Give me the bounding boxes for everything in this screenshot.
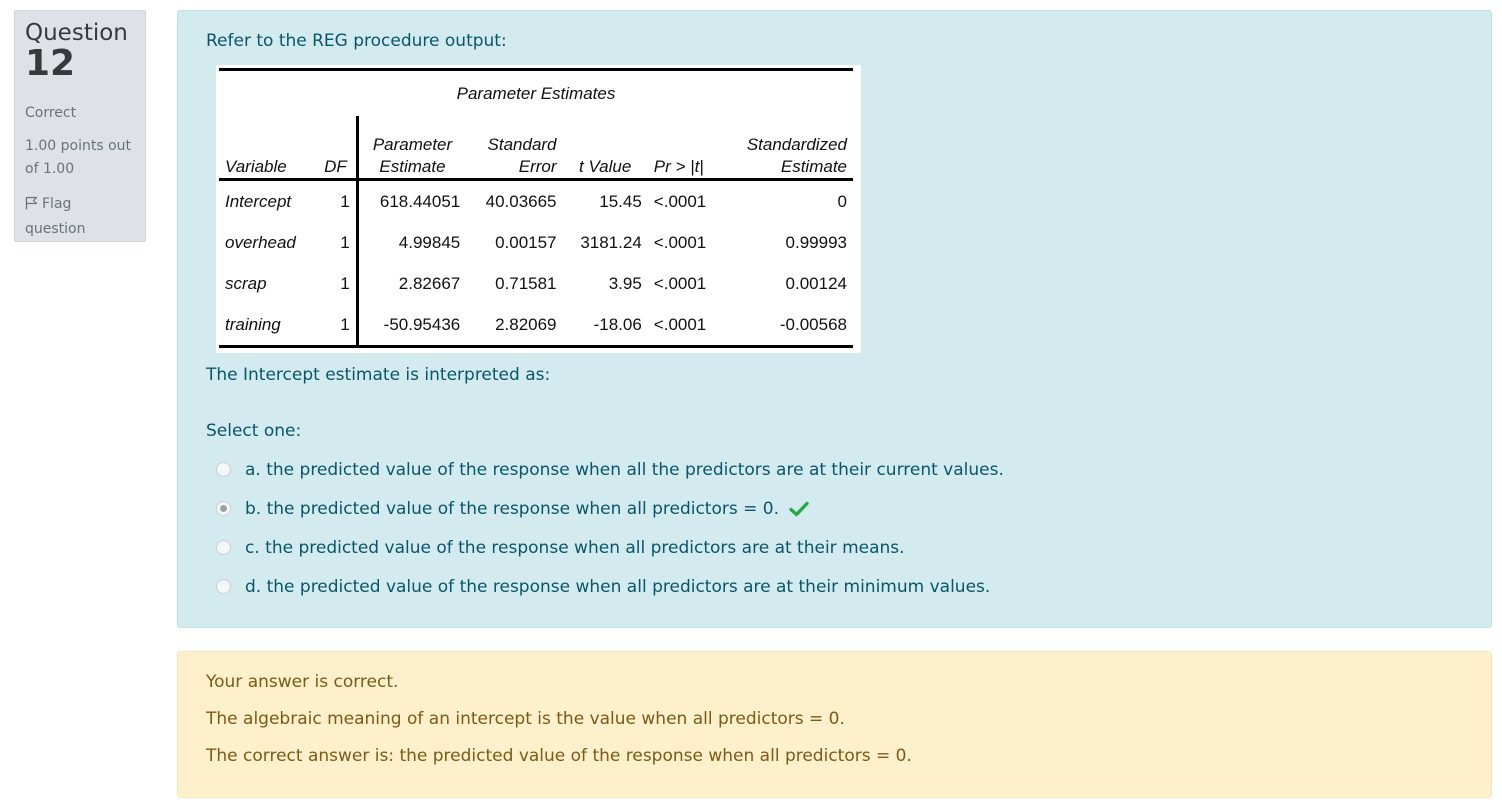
select-one-label: Select one: xyxy=(206,421,302,441)
table-row: training 1 -50.95436 2.82069 -18.06 <.00… xyxy=(219,304,853,348)
feedback-explanation: The algebraic meaning of an intercept is… xyxy=(206,709,845,729)
cell-estimate: 618.44051 xyxy=(379,191,461,211)
feedback-result: Your answer is correct. xyxy=(206,672,399,692)
cell-variable: overhead xyxy=(225,232,296,252)
feedback-panel: Your answer is correct. The algebraic me… xyxy=(177,651,1492,798)
answer-option-c[interactable]: c. the predicted value of the response w… xyxy=(206,528,1463,567)
cell-standard-error: 40.03665 xyxy=(485,191,557,211)
radio-option-a[interactable] xyxy=(216,462,231,477)
radio-option-b[interactable] xyxy=(216,501,231,516)
cell-p-value: <.0001 xyxy=(653,232,707,252)
header-variable: Variable xyxy=(219,116,316,181)
parameter-estimates-table: Parameter Estimates Variable DF Paramete… xyxy=(219,68,853,348)
question-number: 12 xyxy=(25,43,76,84)
cell-standard-error: 2.82069 xyxy=(466,304,563,348)
cell-df: 1 xyxy=(315,304,359,348)
flag-question-link[interactable]: Flag question xyxy=(25,193,135,241)
answer-label-c: c. the predicted value of the response w… xyxy=(245,537,905,558)
cell-standard-error: 0.00157 xyxy=(495,232,557,252)
question-state: Correct xyxy=(25,105,77,121)
header-t-value: t Value xyxy=(562,116,648,181)
question-formulation: Refer to the REG procedure output: Param… xyxy=(177,10,1492,628)
table-row: overhead 1 4.99845 0.00157 3181.24 <.000… xyxy=(219,222,853,263)
radio-option-c[interactable] xyxy=(216,540,231,555)
cell-estimate: 2.82667 xyxy=(398,273,461,293)
cell-t-value: 3181.24 xyxy=(580,232,642,252)
table-header-row: Variable DF Parameter Estimate Standard Er… xyxy=(219,116,853,181)
question-info-panel: Question 12 Correct 1.00 points out of 1… xyxy=(14,10,146,242)
cell-p-value: <.0001 xyxy=(653,191,707,211)
cell-variable: Intercept xyxy=(225,191,292,211)
question-word: Question xyxy=(25,20,128,46)
check-icon xyxy=(789,501,809,517)
header-standard-error: Standard Error xyxy=(466,116,563,181)
table-row: Intercept 1 618.44051 40.03665 15.45 <.0… xyxy=(219,179,853,222)
cell-standardized-estimate: 0.99993 xyxy=(785,232,847,252)
cell-estimate: -50.95436 xyxy=(357,304,467,348)
header-parameter-estimate: Parameter Estimate xyxy=(357,116,467,181)
parameter-estimates-image: Parameter Estimates Variable DF Paramete… xyxy=(216,65,861,353)
answer-label-d: d. the predicted value of the response w… xyxy=(245,576,991,597)
question-prompt: The Intercept estimate is interpreted as… xyxy=(206,365,551,385)
answer-option-d[interactable]: d. the predicted value of the response w… xyxy=(206,567,1463,606)
cell-variable: scrap xyxy=(225,273,267,293)
cell-standard-error: 0.71581 xyxy=(495,273,557,293)
cell-standardized-estimate: 0 xyxy=(837,191,847,211)
header-standardized-estimate: Standardized Estimate xyxy=(722,116,853,181)
cell-p-value: <.0001 xyxy=(653,273,707,293)
answer-option-a[interactable]: a. the predicted value of the response w… xyxy=(206,450,1463,489)
cell-p-value: <.0001 xyxy=(647,304,723,348)
header-df: DF xyxy=(315,116,359,181)
cell-df: 1 xyxy=(315,179,359,222)
answer-label-b: b. the predicted value of the response w… xyxy=(245,498,779,519)
cell-estimate: 4.99845 xyxy=(398,232,461,252)
radio-option-d[interactable] xyxy=(216,579,231,594)
question-grade: 1.00 points out of 1.00 xyxy=(25,138,131,177)
answer-label-a: a. the predicted value of the response w… xyxy=(245,459,1004,480)
cell-variable: training xyxy=(219,304,316,348)
table-caption: Parameter Estimates xyxy=(219,68,853,116)
answer-options: a. the predicted value of the response w… xyxy=(206,450,1463,606)
cell-t-value: -18.06 xyxy=(562,304,648,348)
cell-df: 1 xyxy=(315,222,359,263)
answer-option-b[interactable]: b. the predicted value of the response w… xyxy=(206,489,1463,528)
question-intro: Refer to the REG procedure output: xyxy=(206,31,507,51)
cell-standardized-estimate: 0.00124 xyxy=(785,273,847,293)
header-p-value: Pr > |t| xyxy=(647,116,723,181)
flag-icon xyxy=(25,195,38,218)
table-row: scrap 1 2.82667 0.71581 3.95 <.0001 0.00… xyxy=(219,263,853,304)
cell-t-value: 3.95 xyxy=(608,273,642,293)
cell-t-value: 15.45 xyxy=(599,191,642,211)
flag-question-label: Flag question xyxy=(25,196,86,237)
cell-standardized-estimate: -0.00568 xyxy=(722,304,853,348)
feedback-correct-answer: The correct answer is: the predicted val… xyxy=(206,746,912,766)
cell-df: 1 xyxy=(315,263,359,304)
